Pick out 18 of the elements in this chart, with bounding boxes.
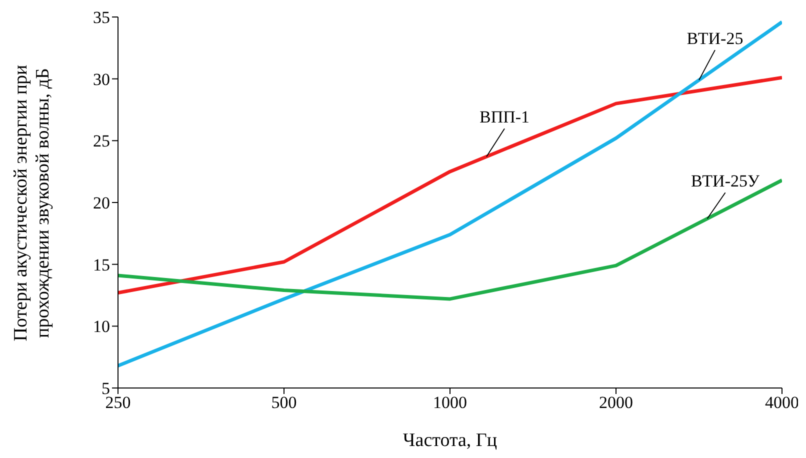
y-axis-title: Потери акустической энергии при прохождении звуковой волны, дБ <box>10 63 54 343</box>
y-tick-label: 20 <box>93 194 110 213</box>
line-series <box>118 20 782 368</box>
x-axis-title: Частота, Гц <box>402 430 498 452</box>
y-tick-label: 25 <box>93 132 110 151</box>
x-tick-label: 1000 <box>433 393 467 412</box>
y-tick-label: 30 <box>93 70 110 89</box>
x-tick-label: 250 <box>105 393 131 412</box>
x-tick-label: 500 <box>271 393 297 412</box>
x-tick-label: 2000 <box>599 393 633 412</box>
series-label: ВПП-1 <box>479 108 530 127</box>
series-label: ВТИ-25 <box>686 29 744 48</box>
x-tick-label: 4000 <box>765 393 799 412</box>
line-series <box>118 76 782 295</box>
y-tick-label: 35 <box>93 8 110 28</box>
y-tick-label: 15 <box>93 255 110 274</box>
series-label: ВТИ-25У <box>691 172 760 191</box>
y-tick-label: 10 <box>93 317 110 336</box>
